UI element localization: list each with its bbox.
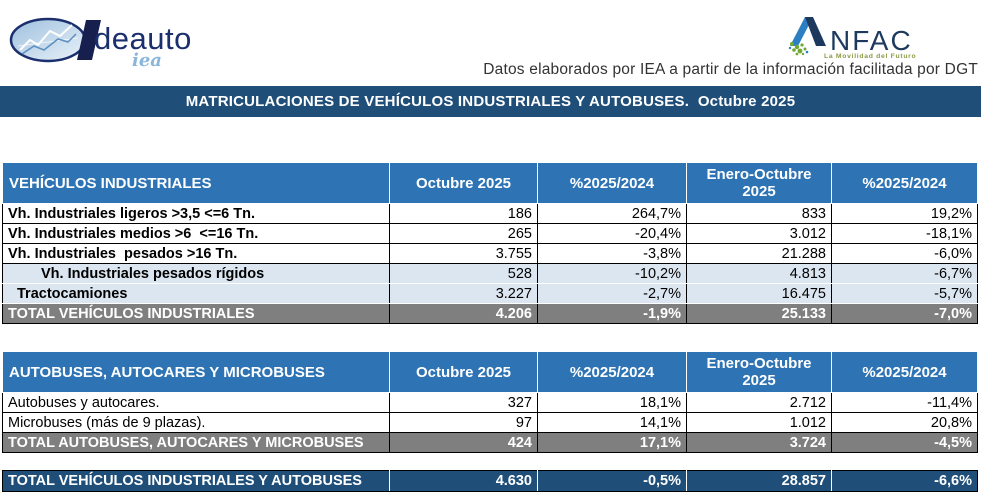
cell-value: 19,2% <box>831 203 978 224</box>
cell-value: -6,6% <box>831 470 978 492</box>
table-vehiculos-industriales: VEHÍCULOS INDUSTRIALES Octubre 2025 %2025/… <box>2 162 978 324</box>
cell-value: -6,7% <box>831 263 978 284</box>
cell-value: -11,4% <box>831 392 978 413</box>
cell-value: 528 <box>389 263 538 284</box>
ideauto-logo-subtext: iea <box>132 50 162 71</box>
anfac-logo: NFAC La Movilidad del Futuro <box>788 14 958 62</box>
table-row: TOTAL VEHÍCULOS INDUSTRIALES 4.206 -1,9% 25… <box>2 303 978 324</box>
ideauto-logo-text: deauto <box>94 21 192 56</box>
cell-value: -4,5% <box>831 432 978 453</box>
row-label: Vh. Industriales medios >6 <=16 Tn. <box>2 223 390 244</box>
cell-value: 4.813 <box>686 263 832 284</box>
row-label: Tractocamiones <box>2 283 390 304</box>
anfac-logo-icon <box>788 17 826 56</box>
table-row: TOTAL AUTOBUSES, AUTOCARES Y MICROBUSES 4… <box>2 432 978 453</box>
cell-value: 3.724 <box>686 432 832 453</box>
cell-value: 1.012 <box>686 412 832 433</box>
cell-value: 264,7% <box>537 203 687 224</box>
table-row: Vh. Industriales pesados rígidos 528 -10,2… <box>2 263 978 284</box>
cell-value: 14,1% <box>537 412 687 433</box>
cell-value: -3,8% <box>537 243 687 264</box>
cell-value: 3.012 <box>686 223 832 244</box>
cell-value: 25.133 <box>686 303 832 324</box>
table-row: Vh. Industriales pesados >16 Tn. 3.755 -3,… <box>2 243 978 264</box>
cell-value: 4.206 <box>389 303 538 324</box>
table-autobuses: AUTOBUSES, AUTOCARES Y MICROBUSES Octubre… <box>2 351 978 453</box>
cell-value: -10,2% <box>537 263 687 284</box>
column-header: Enero-Octubre 2025 <box>686 351 832 393</box>
page-title: MATRICULACIONES DE VEHÍCULOS INDUSTRIALE… <box>0 86 981 117</box>
row-label: Autobuses y autocares. <box>2 392 390 413</box>
table-row: Autobuses y autocares. 327 18,1% 2.712 -11,4… <box>2 392 978 413</box>
row-label: Microbuses (más de 9 plazas). <box>2 412 390 433</box>
cell-value: 21.288 <box>686 243 832 264</box>
cell-value: -18,1% <box>831 223 978 244</box>
cell-value: 3.755 <box>389 243 538 264</box>
column-header: %2025/2024 <box>537 162 687 204</box>
table-row: Vh. Industriales medios >6 <=16 Tn. 265 -2… <box>2 223 978 244</box>
cell-value: 18,1% <box>537 392 687 413</box>
row-label: TOTAL AUTOBUSES, AUTOCARES Y MICROBUSES <box>2 432 390 453</box>
cell-value: 265 <box>389 223 538 244</box>
cell-value: 97 <box>389 412 538 433</box>
cell-value: -5,7% <box>831 283 978 304</box>
source-note: Datos elaborados por IEA a partir de la … <box>483 61 978 78</box>
cell-value: 16.475 <box>686 283 832 304</box>
table-header-row: AUTOBUSES, AUTOCARES Y MICROBUSES Octubre… <box>2 351 978 393</box>
cell-value: 20,8% <box>831 412 978 433</box>
row-label: TOTAL VEHÍCULOS INDUSTRIALES <box>2 303 390 324</box>
column-header: VEHÍCULOS INDUSTRIALES <box>2 162 390 204</box>
cell-value: 4.630 <box>389 470 538 492</box>
cell-value: -6,0% <box>831 243 978 264</box>
column-header: AUTOBUSES, AUTOCARES Y MICROBUSES <box>2 351 390 393</box>
row-label: Vh. Industriales ligeros >3,5 <=6 Tn. <box>2 203 390 224</box>
cell-value: 186 <box>389 203 538 224</box>
table-row: Microbuses (más de 9 plazas). 97 14,1% 1.01… <box>2 412 978 433</box>
cell-value: 17,1% <box>537 432 687 453</box>
ideauto-logo-icon <box>9 17 101 63</box>
column-header: %2025/2024 <box>831 351 978 393</box>
column-header: Enero-Octubre 2025 <box>686 162 832 204</box>
column-header: %2025/2024 <box>537 351 687 393</box>
table-row: TOTAL VEHÍCULOS INDUSTRIALES Y AUTOBUSES… <box>2 470 978 492</box>
row-label: TOTAL VEHÍCULOS INDUSTRIALES Y AUTOBUSES <box>2 470 390 492</box>
table-header-row: VEHÍCULOS INDUSTRIALES Octubre 2025 %2025/… <box>2 162 978 204</box>
cell-value: -1,9% <box>537 303 687 324</box>
anfac-logo-text: NFAC <box>830 25 913 56</box>
cell-value: -7,0% <box>831 303 978 324</box>
column-header: Octubre 2025 <box>389 351 538 393</box>
row-label: Vh. Industriales pesados >16 Tn. <box>2 243 390 264</box>
cell-value: -0,5% <box>537 470 687 492</box>
row-label: Vh. Industriales pesados rígidos <box>2 263 390 284</box>
column-header: %2025/2024 <box>831 162 978 204</box>
cell-value: 833 <box>686 203 832 224</box>
cell-value: 3.227 <box>389 283 538 304</box>
cell-value: 327 <box>389 392 538 413</box>
ideauto-logo: deauto iea <box>8 10 191 71</box>
cell-value: -2,7% <box>537 283 687 304</box>
cell-value: 424 <box>389 432 538 453</box>
cell-value: 2.712 <box>686 392 832 413</box>
anfac-tagline: La Movilidad del Futuro <box>824 53 917 60</box>
table-row: Tractocamiones 3.227 -2,7% 16.475 -5,7% <box>2 283 978 304</box>
table-row: Vh. Industriales ligeros >3,5 <=6 Tn. 186… <box>2 203 978 224</box>
table-grand-total: TOTAL VEHÍCULOS INDUSTRIALES Y AUTOBUSES… <box>2 470 978 492</box>
column-header: Octubre 2025 <box>389 162 538 204</box>
cell-value: -20,4% <box>537 223 687 244</box>
cell-value: 28.857 <box>686 470 832 492</box>
